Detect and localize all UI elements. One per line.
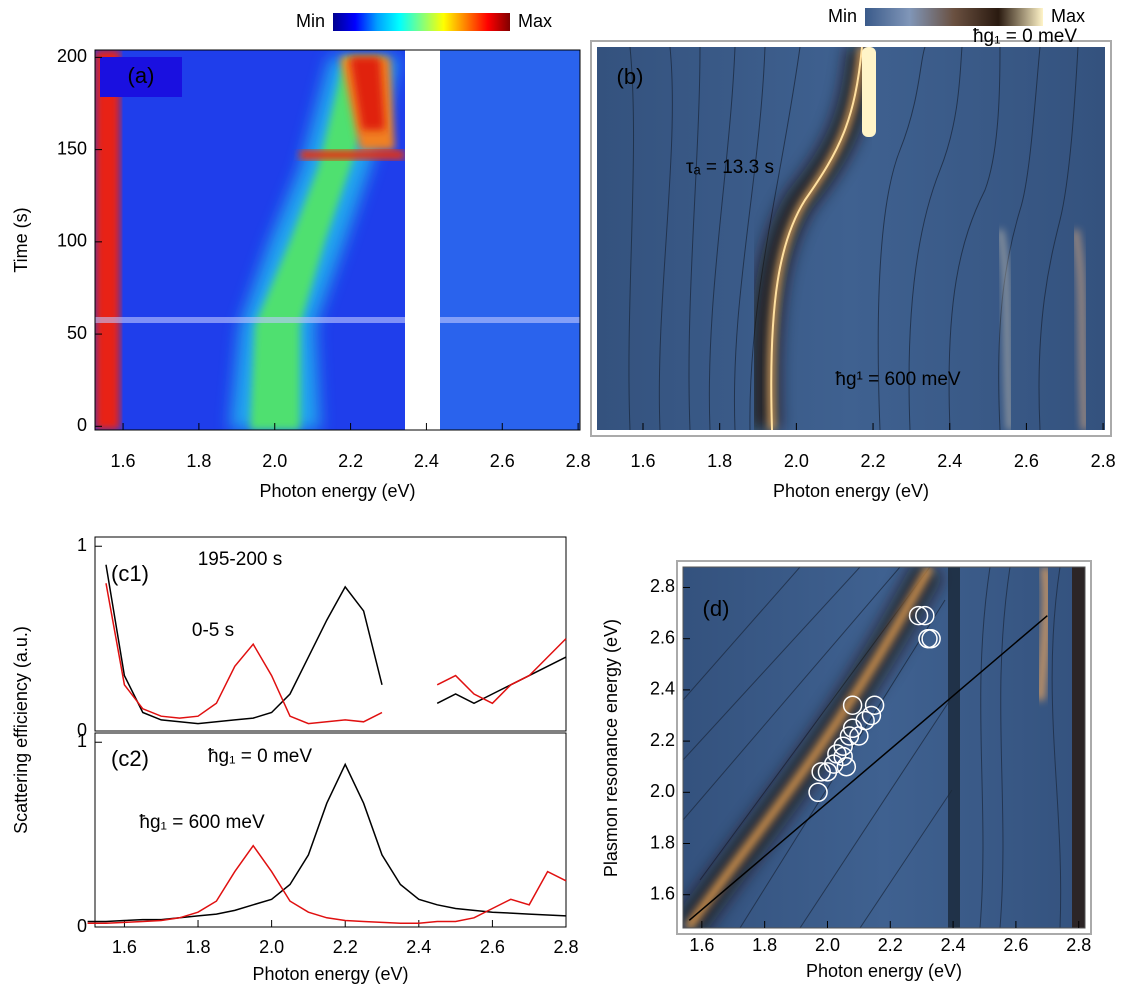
y-tick-label: 2.8 xyxy=(650,576,675,596)
annotation: τₐ = 13.3 s xyxy=(686,157,774,178)
x-axis-label: Photon energy (eV) xyxy=(806,961,962,981)
series-label: ħg₁ = 600 meV xyxy=(139,812,265,833)
x-tick-label: 2.2 xyxy=(861,451,886,471)
x-tick-label: 1.8 xyxy=(186,451,211,471)
y-tick-label: 50 xyxy=(67,323,87,343)
x-tick-label: 2.6 xyxy=(1014,451,1039,471)
y-tick-label: 2.6 xyxy=(650,627,675,647)
x-tick-label: 2.8 xyxy=(553,937,578,957)
reference-line xyxy=(688,615,1048,921)
series-label: 0-5 s xyxy=(192,620,234,641)
x-tick-label: 2.4 xyxy=(414,451,439,471)
heatmap-b xyxy=(597,47,1105,430)
x-tick-label: 2.2 xyxy=(333,937,358,957)
x-tick-label: 2.0 xyxy=(815,935,840,955)
series-line xyxy=(87,762,567,923)
y-axis-label: Plasmon resonance energy (eV) xyxy=(601,619,621,877)
y-tick-label: 200 xyxy=(57,46,87,66)
panel-label: (c2) xyxy=(111,746,149,771)
x-tick-label: 2.0 xyxy=(784,451,809,471)
colorbar-max: Max xyxy=(518,11,552,31)
x-axis-label: Photon energy (eV) xyxy=(252,964,408,984)
x-tick-label: 1.6 xyxy=(112,937,137,957)
data-point xyxy=(842,695,863,716)
panel-label: (b) xyxy=(617,64,644,89)
data-point xyxy=(817,762,838,782)
data-point xyxy=(921,628,941,649)
y-tick-label: 0 xyxy=(77,916,87,936)
colorbar-max: Max xyxy=(1051,6,1085,26)
x-tick-label: 2.8 xyxy=(1091,451,1116,471)
y-tick-label: 1.6 xyxy=(650,883,675,903)
y-axis-label: Time (s) xyxy=(11,207,31,272)
data-point xyxy=(908,605,929,626)
frame xyxy=(94,732,567,928)
x-tick-label: 2.4 xyxy=(937,451,962,471)
data-point xyxy=(864,695,885,716)
x-axis-label: Photon energy (eV) xyxy=(773,481,929,501)
data-point xyxy=(836,756,857,777)
x-tick-label: 2.0 xyxy=(259,937,284,957)
y-tick-label: 1 xyxy=(77,535,87,555)
x-tick-label: 2.6 xyxy=(480,937,505,957)
x-tick-label: 2.4 xyxy=(406,937,431,957)
data-point xyxy=(833,736,853,756)
x-tick-label: 1.6 xyxy=(689,935,714,955)
x-tick-label: 1.8 xyxy=(186,937,211,957)
x-tick-label: 2.6 xyxy=(1003,935,1028,955)
panel-label: (c1) xyxy=(111,561,149,586)
x-tick-label: 2.0 xyxy=(262,451,287,471)
series-label: 195-200 s xyxy=(198,549,283,570)
data-point xyxy=(808,782,828,803)
panel-label: (a) xyxy=(128,63,155,88)
panel-label: (d) xyxy=(703,596,730,621)
data-point xyxy=(861,705,882,726)
series-line xyxy=(87,844,567,925)
annotation: ħg₁ = 0 meV xyxy=(973,26,1077,47)
frame xyxy=(94,49,581,431)
annotation: ħg¹ = 600 meV xyxy=(835,369,960,390)
y-tick-label: 100 xyxy=(57,231,87,251)
x-tick-label: 1.6 xyxy=(111,451,136,471)
x-tick-label: 1.8 xyxy=(752,935,777,955)
x-tick-label: 1.6 xyxy=(630,451,655,471)
y-tick-label: 0 xyxy=(77,415,87,435)
frame xyxy=(682,566,1086,929)
frame xyxy=(94,536,567,732)
x-axis-label: Photon energy (eV) xyxy=(259,481,415,501)
x-tick-label: 2.8 xyxy=(1066,935,1091,955)
x-tick-label: 2.6 xyxy=(490,451,515,471)
data-point xyxy=(855,710,875,731)
series-label: ħg₁ = 0 meV xyxy=(208,746,312,767)
x-tick-label: 1.8 xyxy=(707,451,732,471)
y-tick-label: 1.8 xyxy=(650,832,675,852)
data-point xyxy=(915,605,935,626)
colorbar xyxy=(865,8,1043,26)
y-tick-label: 2.4 xyxy=(650,679,675,699)
colorbar-min: Min xyxy=(296,11,325,31)
x-tick-label: 2.2 xyxy=(878,935,903,955)
heatmap-a xyxy=(95,50,580,430)
y-tick-label: 2.2 xyxy=(650,730,675,750)
x-tick-label: 2.2 xyxy=(338,451,363,471)
colorbar xyxy=(333,13,510,31)
x-tick-label: 2.4 xyxy=(941,935,966,955)
data-point xyxy=(833,746,853,767)
y-tick-label: 150 xyxy=(57,138,87,158)
y-tick-label: 1 xyxy=(77,731,87,751)
colorbar-min: Min xyxy=(828,6,857,26)
series-line xyxy=(105,583,567,725)
y-tick-label: 2.0 xyxy=(650,781,675,801)
series-line xyxy=(105,564,567,725)
y-axis-label: Scattering efficiency (a.u.) xyxy=(11,626,31,834)
x-tick-label: 2.8 xyxy=(566,451,591,471)
y-tick-label: 0 xyxy=(77,720,87,740)
